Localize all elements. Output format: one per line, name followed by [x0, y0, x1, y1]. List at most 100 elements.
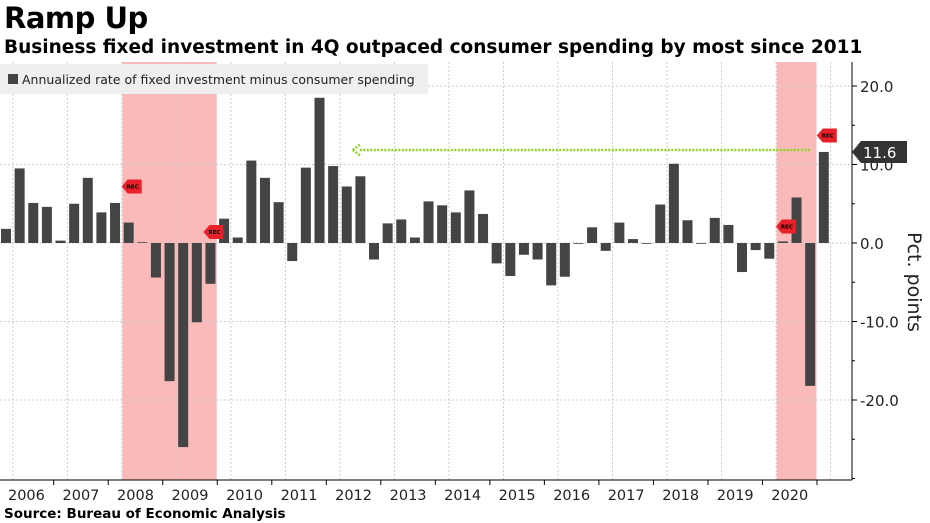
- bar: [314, 97, 325, 244]
- bar: [573, 243, 584, 244]
- recession-marker-tag: [816, 128, 837, 143]
- bar: [150, 243, 161, 278]
- bar: [587, 227, 598, 243]
- bar: [219, 218, 230, 243]
- bar: [110, 202, 121, 243]
- recession-marker-tag: [775, 219, 796, 234]
- bar: [791, 197, 802, 243]
- bar: [96, 212, 107, 243]
- bar: [818, 151, 829, 243]
- bar: [300, 167, 311, 243]
- bar: [423, 201, 434, 243]
- bar: [232, 237, 243, 243]
- bar-series: [1, 97, 829, 448]
- comparison-arrow-head: [352, 142, 362, 157]
- bar: [55, 240, 66, 243]
- bar: [369, 243, 380, 260]
- x-tick-label: 2015: [499, 488, 536, 504]
- recession-bands: [122, 62, 817, 480]
- recession-marker-label: REC: [127, 184, 139, 190]
- y-tick-label: 20.0: [860, 78, 893, 96]
- legend: Annualized rate of fixed investment minu…: [0, 64, 428, 94]
- last-value-label: 11.6: [863, 144, 896, 162]
- bar: [246, 160, 257, 243]
- bar: [437, 205, 448, 243]
- x-tick-label: 2017: [608, 488, 645, 504]
- recession-marker: REC: [775, 219, 796, 234]
- legend-background: [0, 64, 428, 94]
- bar: [396, 219, 407, 243]
- recession-marker-tag: [121, 179, 142, 194]
- x-tick-label: 2012: [335, 488, 372, 504]
- bar: [382, 223, 393, 243]
- bar: [723, 224, 734, 243]
- y-axis: -20.0-10.00.010.020.0: [851, 62, 899, 480]
- last-value-callout: 11.6: [852, 140, 907, 163]
- recession-marker: REC: [203, 225, 224, 240]
- bar: [14, 168, 25, 243]
- x-tick-label: 2016: [553, 488, 590, 504]
- bar: [41, 206, 52, 243]
- bar: [777, 241, 788, 243]
- x-tick-label: 2010: [226, 488, 263, 504]
- recession-marker: REC: [121, 179, 142, 194]
- bar: [655, 204, 666, 243]
- x-tick-label: 2018: [662, 488, 699, 504]
- bar: [137, 242, 148, 244]
- recession-marker-label: REC: [822, 133, 834, 139]
- recession-marker-label: REC: [781, 225, 793, 231]
- legend-label: Annualized rate of fixed investment minu…: [22, 72, 415, 87]
- x-tick-label: 2014: [444, 488, 481, 504]
- bar: [764, 243, 775, 259]
- recession-marker-label: REC: [208, 230, 220, 236]
- bar: [409, 237, 420, 243]
- x-tick-label: 2013: [390, 488, 427, 504]
- recession-marker: REC: [816, 128, 837, 143]
- x-axis: 2006 2007 2008 2009 2010 2011 2012 2013 2014 2015…: [0, 479, 852, 504]
- annotations: REC REC REC REC 11.6: [121, 128, 907, 240]
- bar: [668, 163, 679, 243]
- bar: [532, 243, 543, 260]
- y-tick-label: -20.0: [860, 392, 899, 410]
- bar: [518, 243, 529, 255]
- x-tick-label: 2019: [717, 488, 754, 504]
- x-tick-label: 2020: [771, 488, 808, 504]
- bar: [696, 243, 707, 244]
- bar: [1, 228, 11, 243]
- bar: [464, 190, 475, 243]
- bar: [559, 243, 570, 277]
- bar: [478, 213, 489, 243]
- bar: [191, 243, 202, 323]
- bar: [164, 243, 175, 382]
- bar: [627, 239, 638, 243]
- chart-subtitle: Business fixed investment in 4Q outpaced…: [4, 37, 863, 58]
- legend-swatch: [8, 74, 18, 84]
- bar: [341, 186, 352, 243]
- bar: [205, 243, 216, 284]
- bar: [641, 243, 652, 244]
- y-tick-label: -10.0: [860, 314, 899, 332]
- bar: [600, 243, 611, 251]
- x-tick-label: 2011: [281, 488, 318, 504]
- y-axis-label: Pct. points: [903, 232, 925, 332]
- x-tick-label: 2006: [8, 488, 45, 504]
- source-note: Source: Bureau of Economic Analysis: [4, 506, 286, 522]
- chart-title: Ramp Up: [4, 1, 148, 35]
- bar: [546, 243, 557, 286]
- recession-marker-tag: [203, 225, 224, 240]
- x-tick-label: 2009: [172, 488, 209, 504]
- bar: [28, 202, 39, 243]
- bar: [123, 222, 134, 243]
- bar: [287, 243, 298, 262]
- bar: [355, 176, 366, 243]
- bar: [682, 220, 693, 243]
- bar: [328, 166, 339, 243]
- bar: [273, 202, 284, 243]
- bar: [82, 177, 93, 243]
- bar: [709, 217, 720, 243]
- last-value-box: [852, 140, 907, 163]
- bar: [69, 203, 80, 243]
- x-tick-label: 2008: [117, 488, 154, 504]
- bar: [505, 243, 516, 276]
